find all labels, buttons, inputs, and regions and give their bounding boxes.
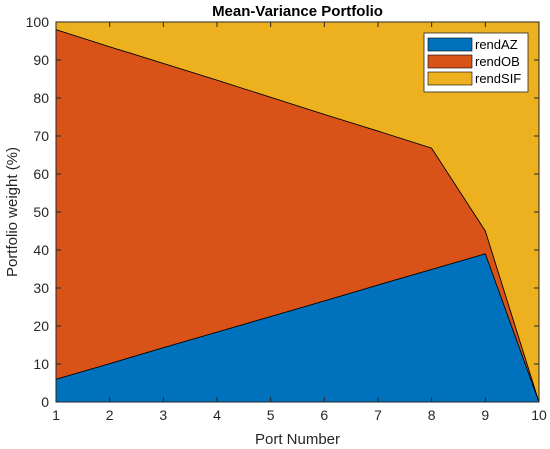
x-tick-label: 10	[531, 407, 547, 423]
x-tick-label: 6	[320, 407, 328, 423]
y-tick-label: 50	[33, 204, 49, 220]
legend: rendAZ rendOB rendSIF	[423, 32, 529, 93]
x-tick-label: 7	[374, 407, 382, 423]
y-tick-label: 40	[33, 242, 49, 258]
y-tick-label: 70	[33, 128, 49, 144]
legend-label-rendSIF: rendSIF	[475, 71, 521, 86]
x-tick-label: 9	[481, 407, 489, 423]
legend-swatch-rendAZ	[427, 37, 473, 52]
x-tick-label: 1	[52, 407, 60, 423]
chart-title: Mean-Variance Portfolio	[212, 3, 383, 20]
legend-label-rendOB: rendOB	[475, 54, 520, 69]
y-tick-label: 10	[33, 356, 49, 372]
x-tick-label: 3	[159, 407, 167, 423]
x-tick-label: 8	[428, 407, 436, 423]
y-tick-label: 100	[26, 14, 50, 30]
y-tick-label: 90	[33, 52, 49, 68]
x-tick-label: 5	[267, 407, 275, 423]
y-tick-label: 30	[33, 280, 49, 296]
x-tick-label: 4	[213, 407, 221, 423]
y-tick-label: 20	[33, 318, 49, 334]
y-tick-label: 0	[41, 394, 49, 410]
legend-swatch-rendOB	[427, 54, 473, 69]
legend-label-rendAZ: rendAZ	[475, 37, 518, 52]
legend-swatch-rendSIF	[427, 71, 473, 86]
y-tick-label: 80	[33, 90, 49, 106]
x-axis-title: Port Number	[255, 431, 340, 448]
y-axis-title: Portfolio weight (%)	[4, 147, 21, 277]
x-tick-label: 2	[106, 407, 114, 423]
y-tick-label: 60	[33, 166, 49, 182]
